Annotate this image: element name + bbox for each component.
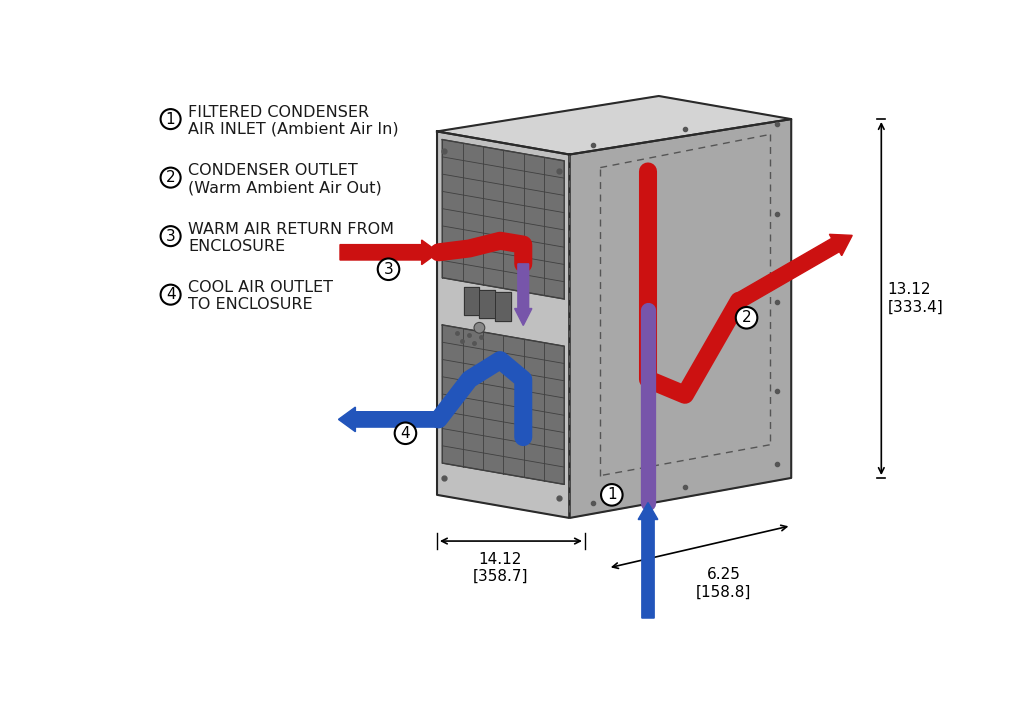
Text: 14.12
[358.7]: 14.12 [358.7] <box>472 552 528 584</box>
Polygon shape <box>515 264 531 325</box>
Text: ENCLOSURE: ENCLOSURE <box>188 239 286 254</box>
Text: COOL AIR OUTLET: COOL AIR OUTLET <box>188 281 333 295</box>
Polygon shape <box>442 140 564 299</box>
Polygon shape <box>437 132 569 518</box>
Polygon shape <box>339 407 438 432</box>
Circle shape <box>378 258 399 280</box>
Text: (Warm Ambient Air Out): (Warm Ambient Air Out) <box>188 180 382 195</box>
Text: AIR INLET (Ambient Air In): AIR INLET (Ambient Air In) <box>188 121 399 137</box>
Polygon shape <box>437 96 792 155</box>
Text: 1: 1 <box>607 487 616 502</box>
Text: 6.25
[158.8]: 6.25 [158.8] <box>695 568 752 599</box>
Text: 3: 3 <box>384 262 393 277</box>
Polygon shape <box>638 502 657 618</box>
Circle shape <box>474 322 484 333</box>
Circle shape <box>394 422 416 444</box>
Circle shape <box>161 285 180 304</box>
Polygon shape <box>496 292 511 320</box>
Text: 3: 3 <box>166 228 175 244</box>
Polygon shape <box>735 234 852 307</box>
Text: 4: 4 <box>166 287 175 302</box>
Polygon shape <box>569 119 792 518</box>
Text: TO ENCLOSURE: TO ENCLOSURE <box>188 297 313 312</box>
Text: 4: 4 <box>400 426 411 441</box>
Polygon shape <box>464 287 479 315</box>
Text: 13.12
[333.4]: 13.12 [333.4] <box>888 282 943 315</box>
Text: 1: 1 <box>166 111 175 127</box>
Circle shape <box>161 109 180 129</box>
Polygon shape <box>442 325 564 484</box>
Text: WARM AIR RETURN FROM: WARM AIR RETURN FROM <box>188 222 394 236</box>
Polygon shape <box>340 240 438 265</box>
Text: FILTERED CONDENSER: FILTERED CONDENSER <box>188 105 370 120</box>
Circle shape <box>161 168 180 188</box>
Circle shape <box>736 307 758 328</box>
Text: 2: 2 <box>741 310 752 325</box>
Polygon shape <box>479 290 496 318</box>
Text: 2: 2 <box>166 170 175 185</box>
Circle shape <box>601 484 623 505</box>
Circle shape <box>161 226 180 246</box>
Text: CONDENSER OUTLET: CONDENSER OUTLET <box>188 163 358 178</box>
